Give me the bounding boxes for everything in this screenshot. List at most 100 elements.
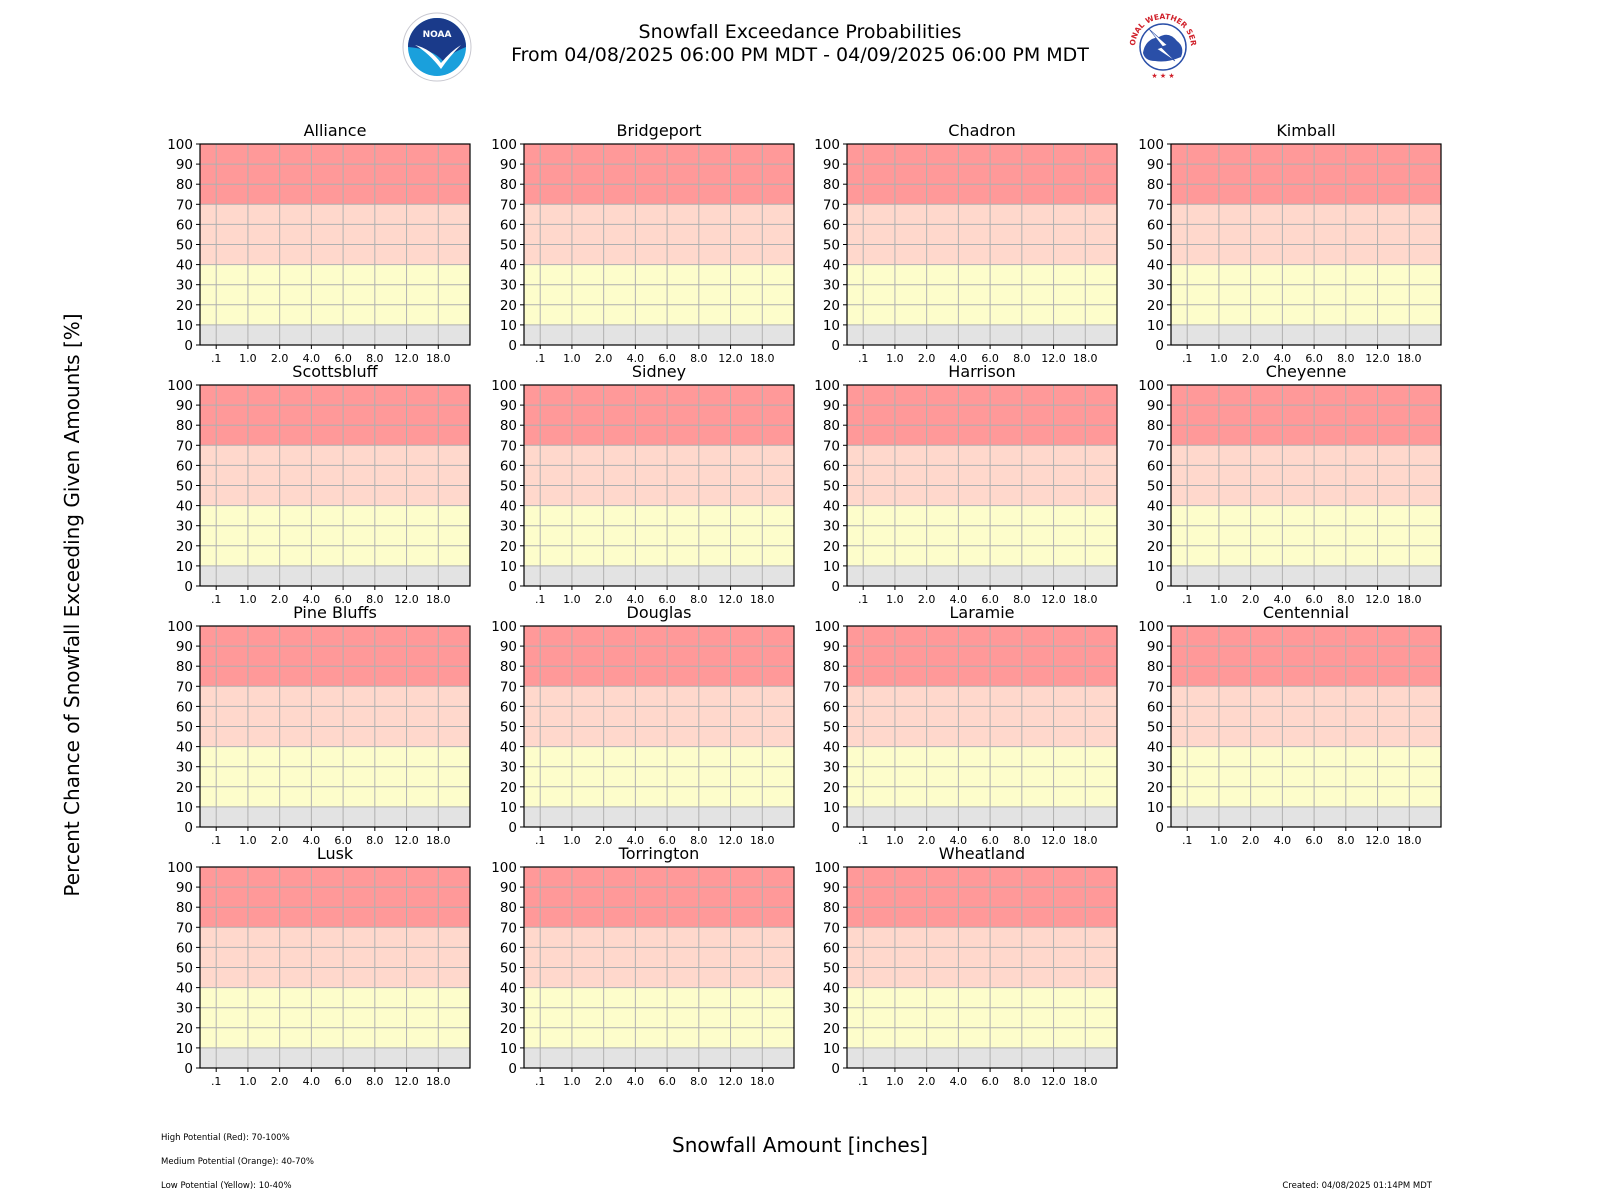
y-tick-label: 0 xyxy=(831,1061,840,1077)
panel-title: Kimball xyxy=(1276,121,1335,140)
x-tick-label: 6.0 xyxy=(334,1075,352,1088)
y-tick-label: 50 xyxy=(823,479,840,495)
y-tick-label: 100 xyxy=(1138,619,1164,635)
x-tick-label: 1.0 xyxy=(886,834,904,847)
x-tick-label: 18.0 xyxy=(426,834,451,847)
y-tick-label: 0 xyxy=(508,1061,517,1077)
y-tick-label: 40 xyxy=(823,258,840,274)
x-tick-label: 1.0 xyxy=(239,1075,257,1088)
x-tick-label: 6.0 xyxy=(658,834,676,847)
x-tick-label: .1 xyxy=(858,593,869,606)
y-tick-label: 80 xyxy=(823,177,840,193)
legend-note-medium: Medium Potential (Orange): 40-70% xyxy=(161,1157,314,1167)
x-tick-label: 18.0 xyxy=(750,834,775,847)
noaa-logo-text: NOAA xyxy=(423,30,452,40)
x-tick-label: 12.0 xyxy=(394,352,419,365)
x-tick-label: 1.0 xyxy=(563,352,581,365)
y-tick-label: 0 xyxy=(1155,820,1164,836)
y-tick-label: 30 xyxy=(176,1001,193,1017)
station-panel-lusk: Lusk 0 10 20 30 40 50 60 70 80 90 100 .1 1.0 2.0 4.0 6.0… xyxy=(167,844,471,1088)
band-minimal xyxy=(200,565,470,586)
panel-title: Centennial xyxy=(1263,603,1349,622)
y-tick-label: 60 xyxy=(500,217,517,233)
y-tick-label: 20 xyxy=(1147,298,1164,314)
y-tick-label: 10 xyxy=(176,1041,193,1057)
y-tick-label: 10 xyxy=(500,800,517,816)
y-tick-label: 60 xyxy=(176,217,193,233)
band-medium xyxy=(200,204,470,265)
y-tick-label: 100 xyxy=(814,378,840,394)
x-tick-label: 8.0 xyxy=(1013,593,1030,606)
x-tick-label: 4.0 xyxy=(627,593,645,606)
y-tick-label: 40 xyxy=(176,499,193,515)
y-tick-label: 50 xyxy=(823,238,840,254)
y-tick-label: 90 xyxy=(176,880,193,896)
y-tick-label: 70 xyxy=(500,438,517,454)
band-low xyxy=(524,264,794,325)
x-tick-label: 1.0 xyxy=(239,593,257,606)
y-tick-label: 100 xyxy=(1138,137,1164,153)
y-tick-label: 100 xyxy=(814,860,840,876)
band-high xyxy=(847,144,1117,205)
y-tick-label: 10 xyxy=(176,800,193,816)
y-tick-label: 90 xyxy=(176,157,193,173)
x-tick-label: 18.0 xyxy=(1397,834,1422,847)
x-tick-label: 2.0 xyxy=(1242,834,1260,847)
x-tick-label: 1.0 xyxy=(563,1075,581,1088)
band-high xyxy=(847,626,1117,687)
y-tick-label: 60 xyxy=(176,458,193,474)
band-medium xyxy=(1171,204,1441,265)
y-tick-label: 30 xyxy=(176,519,193,535)
y-tick-label: 40 xyxy=(1147,499,1164,515)
panel-title: Laramie xyxy=(950,603,1015,622)
band-minimal xyxy=(847,324,1117,345)
x-tick-label: 18.0 xyxy=(750,352,775,365)
y-tick-label: 20 xyxy=(500,539,517,555)
y-tick-label: 100 xyxy=(491,137,517,153)
band-low xyxy=(200,987,470,1048)
x-tick-label: 4.0 xyxy=(950,834,968,847)
y-tick-label: 30 xyxy=(823,1001,840,1017)
x-tick-label: 8.0 xyxy=(1013,834,1030,847)
x-tick-label: 6.0 xyxy=(658,593,676,606)
x-tick-label: 1.0 xyxy=(886,352,904,365)
x-tick-label: 2.0 xyxy=(918,834,936,847)
x-tick-label: 4.0 xyxy=(950,352,968,365)
y-tick-label: 80 xyxy=(823,659,840,675)
figure-subtitle: From 04/08/2025 06:00 PM MDT - 04/09/202… xyxy=(511,44,1089,66)
x-tick-label: 12.0 xyxy=(718,352,743,365)
y-tick-label: 90 xyxy=(176,639,193,655)
x-tick-label: 8.0 xyxy=(366,1075,384,1088)
panel-title: Sidney xyxy=(632,362,686,381)
x-tick-label: 18.0 xyxy=(1073,834,1098,847)
y-tick-label: 60 xyxy=(500,940,517,956)
x-tick-label: 2.0 xyxy=(918,352,936,365)
y-tick-label: 40 xyxy=(176,258,193,274)
x-tick-label: 1.0 xyxy=(1210,352,1228,365)
y-tick-label: 40 xyxy=(823,981,840,997)
y-tick-label: 90 xyxy=(500,880,517,896)
panel-title: Alliance xyxy=(304,121,367,140)
x-tick-label: 1.0 xyxy=(886,1075,904,1088)
y-tick-label: 20 xyxy=(1147,780,1164,796)
band-medium xyxy=(847,927,1117,988)
y-tick-label: 20 xyxy=(500,780,517,796)
x-tick-label: 1.0 xyxy=(1210,834,1228,847)
panel-title: Harrison xyxy=(948,362,1015,381)
band-minimal xyxy=(847,1047,1117,1068)
y-tick-label: 70 xyxy=(176,679,193,695)
x-tick-label: 2.0 xyxy=(918,593,936,606)
y-tick-label: 80 xyxy=(1147,177,1164,193)
y-tick-label: 10 xyxy=(1147,318,1164,334)
station-panel-centennial: Centennial 0 10 20 30 40 50 60 70 80 90 100 .1 1.0 2.0… xyxy=(1138,603,1442,847)
panel-title: Douglas xyxy=(627,603,692,622)
x-tick-label: 4.0 xyxy=(1274,593,1292,606)
x-tick-label: .1 xyxy=(535,593,546,606)
band-high xyxy=(524,144,794,205)
y-tick-label: 20 xyxy=(823,1021,840,1037)
y-tick-label: 30 xyxy=(500,519,517,535)
y-tick-label: 80 xyxy=(176,418,193,434)
y-tick-label: 100 xyxy=(491,860,517,876)
y-tick-label: 90 xyxy=(823,639,840,655)
y-tick-label: 20 xyxy=(176,298,193,314)
